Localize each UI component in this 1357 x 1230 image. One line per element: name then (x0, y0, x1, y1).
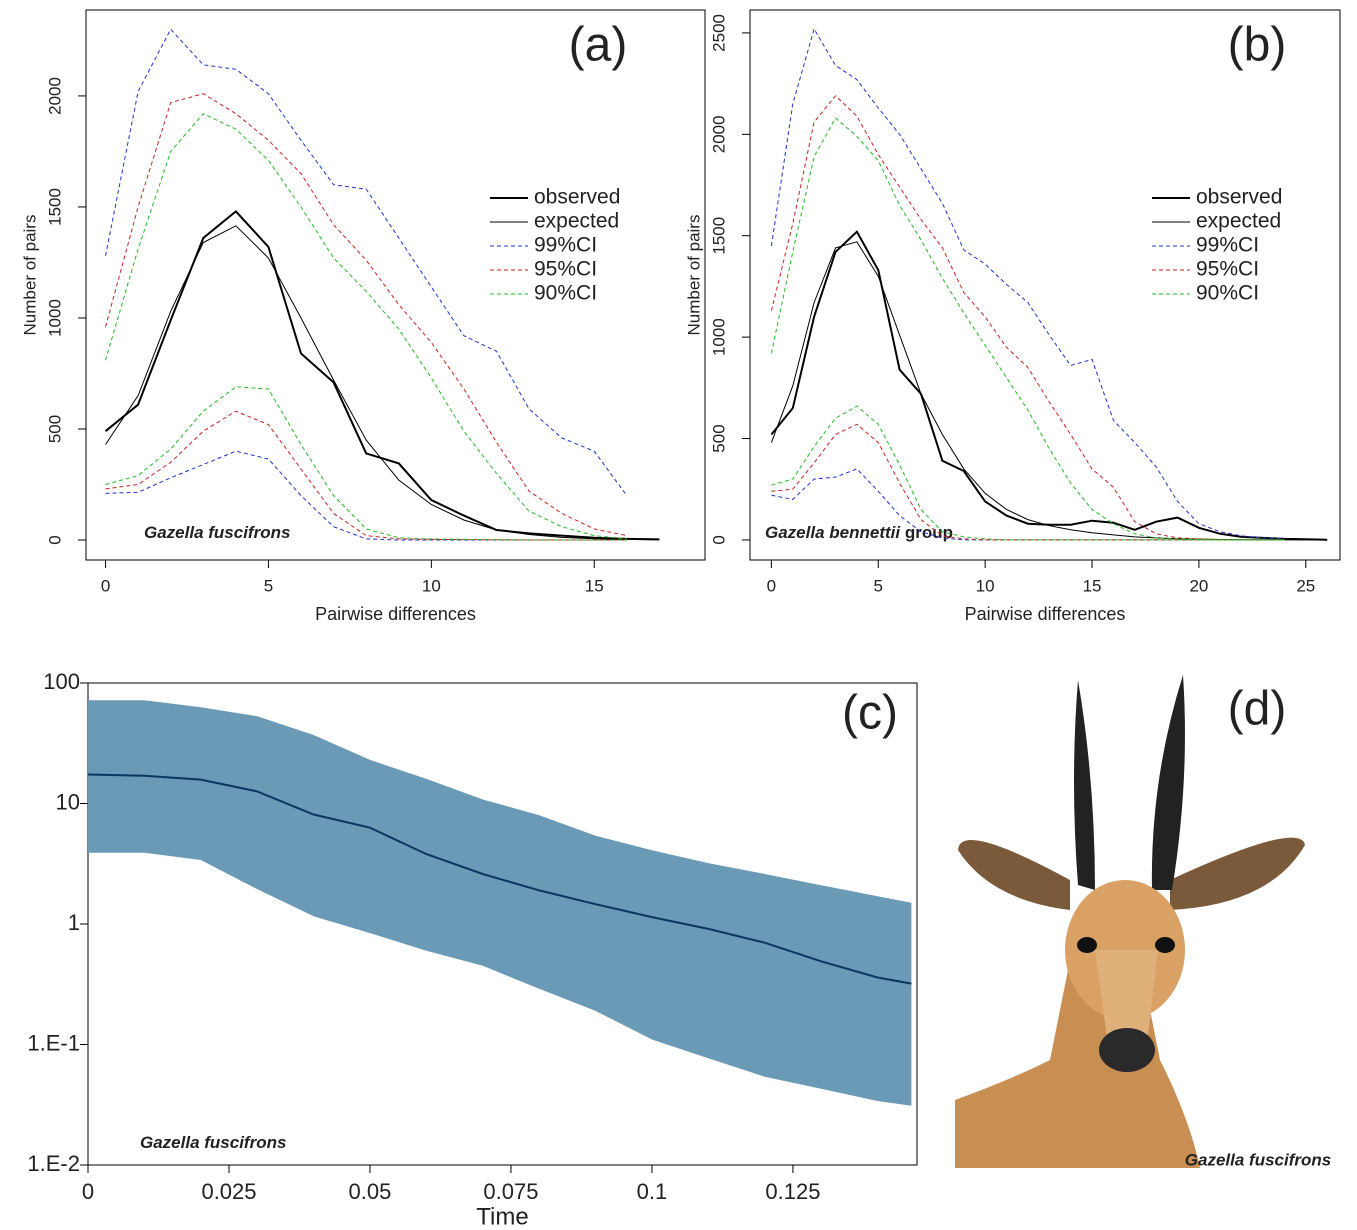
legend-label: 95%CI (534, 258, 597, 281)
data-line (770, 117, 1285, 541)
x-tick-label: 0.075 (483, 1179, 538, 1204)
y-tick-label: 2000 (709, 115, 728, 153)
x-tick-label: 0.05 (349, 1179, 392, 1204)
data-line (771, 405, 1285, 541)
legend-label: expected (534, 210, 619, 233)
x-axis-label: Pairwise differences (965, 604, 1126, 624)
legend-label: 99%CI (534, 234, 597, 257)
data-line (770, 27, 1285, 540)
y-tick-label: 2000 (45, 77, 64, 115)
y-tick-label: 1000 (45, 299, 64, 337)
x-tick-label: 5 (264, 576, 273, 595)
gazelle-photo (955, 675, 1305, 1168)
legend-label: 95%CI (1196, 258, 1259, 281)
y-tick-label: 1.E-2 (27, 1151, 80, 1176)
x-tick-label: 10 (976, 576, 995, 595)
x-tick-label: 10 (422, 576, 441, 595)
data-line (105, 410, 627, 541)
legend-label: 90%CI (1196, 282, 1259, 305)
x-tick-label: 15 (585, 576, 604, 595)
confidence-band (88, 700, 912, 1106)
plot-frame (85, 9, 706, 561)
y-tick-label: 100 (43, 669, 80, 694)
y-tick-label: 0 (709, 535, 728, 544)
panel-label: (d) (1228, 683, 1287, 736)
annotation: Gazella fuscifrons (144, 523, 290, 542)
data-line (105, 113, 627, 540)
x-axis-label: Time (476, 1203, 528, 1230)
x-tick-label: 0.1 (637, 1179, 668, 1204)
y-tick-label: 1000 (709, 318, 728, 356)
y-tick-label: 1.E-1 (27, 1030, 80, 1055)
panel-label: (a) (569, 19, 628, 72)
annotation-part: Gazella bennettii (765, 523, 901, 542)
annotation: Gazella fuscifrons (140, 1133, 286, 1152)
data-line (770, 95, 1285, 541)
plot-frame (749, 9, 1341, 561)
data-line (105, 28, 628, 496)
x-tick-label: 0.125 (765, 1179, 820, 1204)
caption: Gazella fuscifrons (1185, 1150, 1331, 1169)
data-line (105, 93, 627, 537)
y-tick-label: 1 (68, 910, 80, 935)
x-tick-label: 20 (1189, 576, 1208, 595)
data-line (105, 386, 627, 541)
y-tick-label: 0 (45, 535, 64, 544)
legend-label: 99%CI (1196, 234, 1259, 257)
y-axis-label: Number of pairs (20, 215, 39, 336)
y-tick-label: 1500 (709, 217, 728, 255)
data-line (87, 773, 912, 985)
y-tick-label: 1500 (45, 188, 64, 226)
data-line (770, 230, 1328, 541)
legend-label: expected (1196, 210, 1281, 233)
x-tick-label: 0 (767, 576, 776, 595)
x-tick-label: 25 (1296, 576, 1315, 595)
y-tick-label: 2500 (709, 14, 728, 52)
panel-label: (b) (1228, 19, 1287, 72)
x-axis-label: Pairwise differences (315, 604, 476, 624)
y-tick-label: 500 (709, 424, 728, 452)
annotation-part: Gazella fuscifrons (140, 1133, 286, 1152)
y-axis-label: Number of pairs (684, 215, 703, 336)
data-line (104, 210, 660, 541)
legend-label: observed (1196, 186, 1282, 209)
x-tick-label: 0 (82, 1179, 94, 1204)
data-line (105, 225, 660, 541)
annotation-part: Gazella fuscifrons (144, 523, 290, 542)
panel-label: (c) (842, 687, 898, 740)
x-tick-label: 0.025 (201, 1179, 256, 1204)
y-tick-label: 10 (56, 789, 80, 814)
legend-label: observed (534, 186, 620, 209)
x-tick-label: 15 (1083, 576, 1102, 595)
data-line (105, 450, 627, 541)
x-tick-label: 0 (101, 576, 110, 595)
y-tick-label: 500 (45, 415, 64, 443)
legend-label: 90%CI (534, 282, 597, 305)
x-tick-label: 5 (874, 576, 883, 595)
